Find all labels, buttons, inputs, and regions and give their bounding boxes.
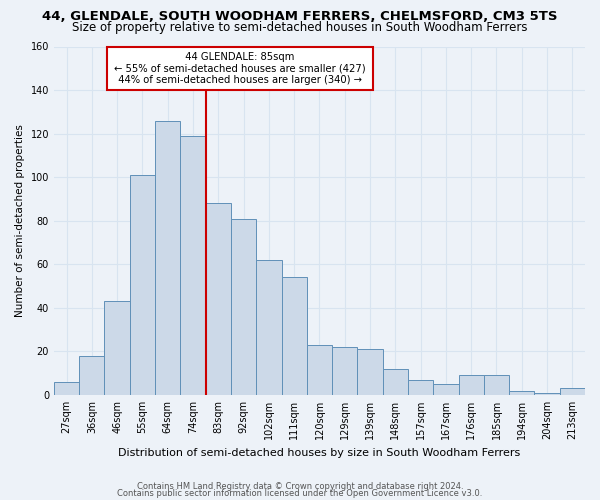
Bar <box>256 260 281 395</box>
Text: 44 GLENDALE: 85sqm  
← 55% of semi-detached houses are smaller (427)
  44% of se: 44 GLENDALE: 85sqm ← 55% of semi-detache… <box>112 52 368 85</box>
Text: Size of property relative to semi-detached houses in South Woodham Ferrers: Size of property relative to semi-detach… <box>72 21 528 34</box>
Bar <box>130 175 155 395</box>
Text: Contains public sector information licensed under the Open Government Licence v3: Contains public sector information licen… <box>118 488 482 498</box>
Bar <box>509 390 535 395</box>
Bar <box>332 347 358 395</box>
Bar <box>206 204 231 395</box>
Bar <box>104 302 130 395</box>
Bar <box>155 120 181 395</box>
Bar <box>307 345 332 395</box>
Bar <box>79 356 104 395</box>
Bar <box>181 136 206 395</box>
X-axis label: Distribution of semi-detached houses by size in South Woodham Ferrers: Distribution of semi-detached houses by … <box>118 448 521 458</box>
Text: Contains HM Land Registry data © Crown copyright and database right 2024.: Contains HM Land Registry data © Crown c… <box>137 482 463 491</box>
Bar <box>281 278 307 395</box>
Y-axis label: Number of semi-detached properties: Number of semi-detached properties <box>15 124 25 317</box>
Bar <box>231 218 256 395</box>
Bar <box>535 393 560 395</box>
Text: 44, GLENDALE, SOUTH WOODHAM FERRERS, CHELMSFORD, CM3 5TS: 44, GLENDALE, SOUTH WOODHAM FERRERS, CHE… <box>42 10 558 23</box>
Bar <box>433 384 458 395</box>
Bar <box>358 349 383 395</box>
Bar <box>383 369 408 395</box>
Bar <box>458 376 484 395</box>
Bar <box>408 380 433 395</box>
Bar <box>54 382 79 395</box>
Bar <box>484 376 509 395</box>
Bar <box>560 388 585 395</box>
